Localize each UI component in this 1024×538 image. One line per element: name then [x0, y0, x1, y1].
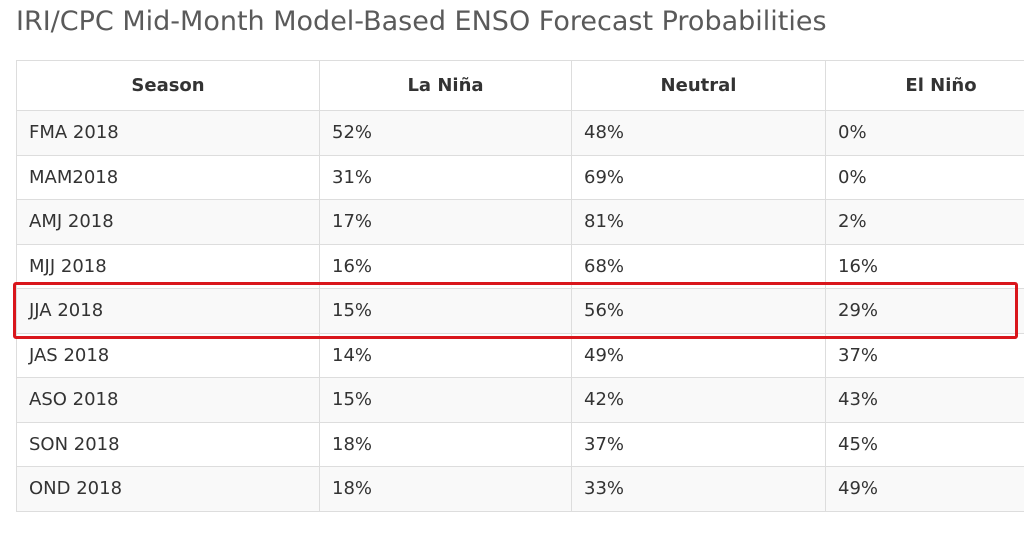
cell-season: MJJ 2018: [16, 243, 320, 289]
cell-neutral: 49%: [571, 332, 826, 378]
cell-season: JJA 2018: [16, 288, 320, 334]
column-header-neutral: Neutral: [571, 60, 826, 111]
cell-season: MAM2018: [16, 154, 320, 200]
table-header-row: Season La Niña Neutral El Niño: [16, 60, 1024, 111]
table-row: JAS 2018 14% 49% 37%: [16, 332, 1024, 378]
cell-season: FMA 2018: [16, 110, 320, 156]
cell-el-nino: 49%: [825, 466, 1024, 512]
cell-el-nino: 16%: [825, 243, 1024, 289]
cell-la-nina: 15%: [319, 288, 572, 334]
cell-neutral: 68%: [571, 243, 826, 289]
table-row: ASO 2018 15% 42% 43%: [16, 377, 1024, 423]
cell-season: JAS 2018: [16, 332, 320, 378]
cell-el-nino: 37%: [825, 332, 1024, 378]
table-row-highlighted: JJA 2018 15% 56% 29%: [16, 288, 1024, 334]
cell-el-nino: 0%: [825, 110, 1024, 156]
page-title: IRI/CPC Mid-Month Model-Based ENSO Forec…: [16, 6, 827, 37]
cell-neutral: 81%: [571, 199, 826, 245]
cell-la-nina: 17%: [319, 199, 572, 245]
table-row: AMJ 2018 17% 81% 2%: [16, 199, 1024, 245]
cell-el-nino: 2%: [825, 199, 1024, 245]
cell-neutral: 42%: [571, 377, 826, 423]
cell-el-nino: 43%: [825, 377, 1024, 423]
cell-neutral: 37%: [571, 421, 826, 467]
cell-season: OND 2018: [16, 466, 320, 512]
cell-season: ASO 2018: [16, 377, 320, 423]
cell-el-nino: 29%: [825, 288, 1024, 334]
cell-la-nina: 52%: [319, 110, 572, 156]
cell-neutral: 56%: [571, 288, 826, 334]
cell-season: AMJ 2018: [16, 199, 320, 245]
column-header-la-nina: La Niña: [319, 60, 572, 111]
table-row: FMA 2018 52% 48% 0%: [16, 110, 1024, 156]
table-row: MAM2018 31% 69% 0%: [16, 154, 1024, 200]
cell-el-nino: 0%: [825, 154, 1024, 200]
cell-la-nina: 15%: [319, 377, 572, 423]
cell-la-nina: 18%: [319, 421, 572, 467]
cell-la-nina: 14%: [319, 332, 572, 378]
cell-neutral: 33%: [571, 466, 826, 512]
cell-la-nina: 31%: [319, 154, 572, 200]
column-header-el-nino: El Niño: [825, 60, 1024, 111]
cell-season: SON 2018: [16, 421, 320, 467]
cell-el-nino: 45%: [825, 421, 1024, 467]
forecast-table: Season La Niña Neutral El Niño FMA 2018 …: [16, 60, 1024, 512]
cell-neutral: 69%: [571, 154, 826, 200]
cell-la-nina: 16%: [319, 243, 572, 289]
table-row: SON 2018 18% 37% 45%: [16, 421, 1024, 467]
cell-neutral: 48%: [571, 110, 826, 156]
table-row: MJJ 2018 16% 68% 16%: [16, 243, 1024, 289]
forecast-table-container: Season La Niña Neutral El Niño FMA 2018 …: [16, 60, 1024, 512]
cell-la-nina: 18%: [319, 466, 572, 512]
table-row: OND 2018 18% 33% 49%: [16, 466, 1024, 512]
column-header-season: Season: [16, 60, 320, 111]
